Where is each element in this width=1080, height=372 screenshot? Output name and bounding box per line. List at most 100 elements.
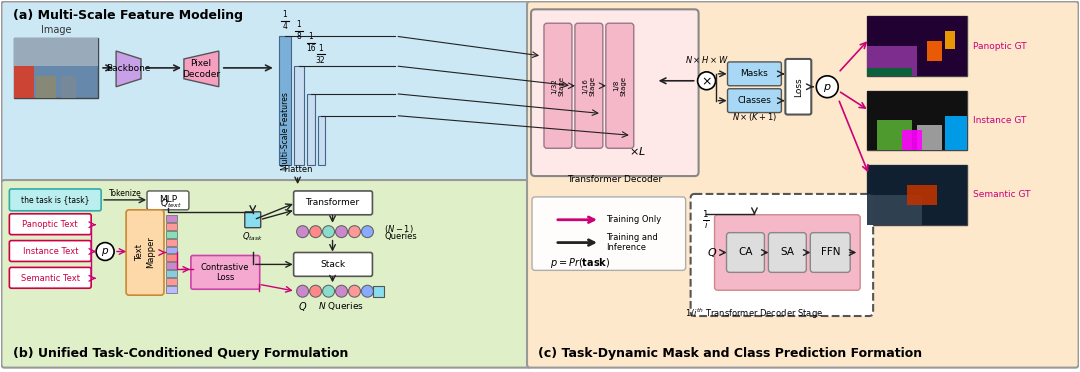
Text: Instance GT: Instance GT <box>973 116 1026 125</box>
Text: Training and
Inference: Training and Inference <box>606 233 658 252</box>
FancyBboxPatch shape <box>126 210 164 295</box>
Text: $Q_{task}$: $Q_{task}$ <box>242 231 264 243</box>
Text: Pixel
Decoder: Pixel Decoder <box>181 59 220 78</box>
Bar <box>279 36 291 165</box>
Bar <box>917 125 942 150</box>
Circle shape <box>96 243 114 260</box>
Bar <box>166 262 177 269</box>
Bar <box>945 31 955 49</box>
Bar <box>166 238 177 246</box>
Bar <box>927 41 942 61</box>
FancyBboxPatch shape <box>10 214 91 235</box>
Bar <box>166 270 177 277</box>
FancyBboxPatch shape <box>10 241 91 262</box>
Bar <box>867 16 967 76</box>
FancyBboxPatch shape <box>147 191 189 210</box>
Text: $Q$: $Q$ <box>298 299 307 312</box>
Bar <box>877 121 912 150</box>
FancyBboxPatch shape <box>690 194 873 316</box>
Text: Flatten: Flatten <box>283 165 312 174</box>
Bar <box>867 16 967 76</box>
FancyBboxPatch shape <box>1 180 531 368</box>
Bar <box>945 116 967 150</box>
Circle shape <box>297 226 309 238</box>
FancyBboxPatch shape <box>531 9 699 176</box>
Circle shape <box>323 226 335 238</box>
Text: Transformer: Transformer <box>306 198 360 207</box>
Bar <box>902 131 922 150</box>
Text: Loss: Loss <box>794 77 802 97</box>
Text: Instance Text: Instance Text <box>23 247 78 256</box>
FancyBboxPatch shape <box>527 1 1079 368</box>
Text: $\frac{1}{i}$: $\frac{1}{i}$ <box>702 210 710 232</box>
Text: Semantic GT: Semantic GT <box>973 190 1030 199</box>
Polygon shape <box>184 51 219 87</box>
Text: $Q$: $Q$ <box>707 246 717 259</box>
Text: SA: SA <box>781 247 795 257</box>
FancyBboxPatch shape <box>1 1 531 184</box>
Text: Image: Image <box>41 25 71 35</box>
Text: Tokenize: Tokenize <box>109 189 141 198</box>
Circle shape <box>336 285 348 297</box>
Bar <box>867 46 917 76</box>
FancyBboxPatch shape <box>294 191 373 215</box>
Text: 4: 4 <box>282 22 287 31</box>
Text: (c) Task-Dynamic Mask and Class Prediction Formation: (c) Task-Dynamic Mask and Class Predicti… <box>538 347 922 360</box>
FancyBboxPatch shape <box>10 267 91 288</box>
FancyBboxPatch shape <box>727 232 765 272</box>
FancyBboxPatch shape <box>245 212 260 228</box>
Circle shape <box>310 285 322 297</box>
FancyBboxPatch shape <box>785 59 811 115</box>
Text: Text
Mapper: Text Mapper <box>135 237 154 269</box>
Text: Panoptic GT: Panoptic GT <box>973 42 1026 51</box>
Text: $p$: $p$ <box>102 247 109 259</box>
Text: 1: 1 <box>319 44 323 53</box>
Circle shape <box>362 285 374 297</box>
Text: Contrastive
Loss: Contrastive Loss <box>201 263 249 282</box>
Text: Masks: Masks <box>741 69 768 78</box>
Text: (b) Unified Task-Conditioned Query Formulation: (b) Unified Task-Conditioned Query Formu… <box>13 347 349 360</box>
Bar <box>307 94 314 165</box>
Text: $1/i^{th}$ Transformer Decoder Stage: $1/i^{th}$ Transformer Decoder Stage <box>686 307 823 321</box>
Circle shape <box>310 226 322 238</box>
Text: 8: 8 <box>296 32 301 41</box>
Text: $\times L$: $\times L$ <box>630 145 646 157</box>
Circle shape <box>698 72 716 90</box>
FancyBboxPatch shape <box>575 23 603 148</box>
Bar <box>867 68 912 76</box>
FancyBboxPatch shape <box>191 256 259 289</box>
Text: $N \times (K+1)$: $N \times (K+1)$ <box>732 112 778 124</box>
FancyBboxPatch shape <box>728 89 781 113</box>
Text: 1/8
Stage: 1/8 Stage <box>613 76 626 96</box>
Text: $p$: $p$ <box>823 82 832 94</box>
FancyBboxPatch shape <box>715 215 860 290</box>
Bar <box>166 278 177 285</box>
Text: CA: CA <box>739 247 753 257</box>
Text: 1: 1 <box>282 10 287 19</box>
Text: $p = Pr(\mathbf{task})$: $p = Pr(\mathbf{task})$ <box>550 256 610 270</box>
Text: Queries: Queries <box>384 232 417 241</box>
FancyBboxPatch shape <box>294 253 373 276</box>
Text: (a) Multi-Scale Feature Modeling: (a) Multi-Scale Feature Modeling <box>13 9 243 22</box>
Circle shape <box>349 285 361 297</box>
Circle shape <box>297 285 309 297</box>
Bar <box>37 76 56 98</box>
Text: Semantic Text: Semantic Text <box>21 274 80 283</box>
Bar <box>867 195 922 225</box>
Polygon shape <box>116 51 141 87</box>
Circle shape <box>323 285 335 297</box>
Bar <box>867 91 967 150</box>
FancyBboxPatch shape <box>810 232 850 272</box>
Bar <box>294 66 303 165</box>
Text: 1: 1 <box>296 20 301 29</box>
Text: 1/32
Stage: 1/32 Stage <box>552 76 565 96</box>
Text: Transformer Decoder: Transformer Decoder <box>567 175 662 184</box>
Bar <box>318 116 325 165</box>
Bar <box>166 231 177 238</box>
Text: Multi-Scale Features: Multi-Scale Features <box>281 92 291 170</box>
Bar <box>14 38 98 98</box>
Bar <box>374 286 384 297</box>
Text: Panoptic Text: Panoptic Text <box>23 220 78 229</box>
Text: the task is {task}: the task is {task} <box>21 195 90 204</box>
Text: $(N-1)$: $(N-1)$ <box>384 223 414 235</box>
